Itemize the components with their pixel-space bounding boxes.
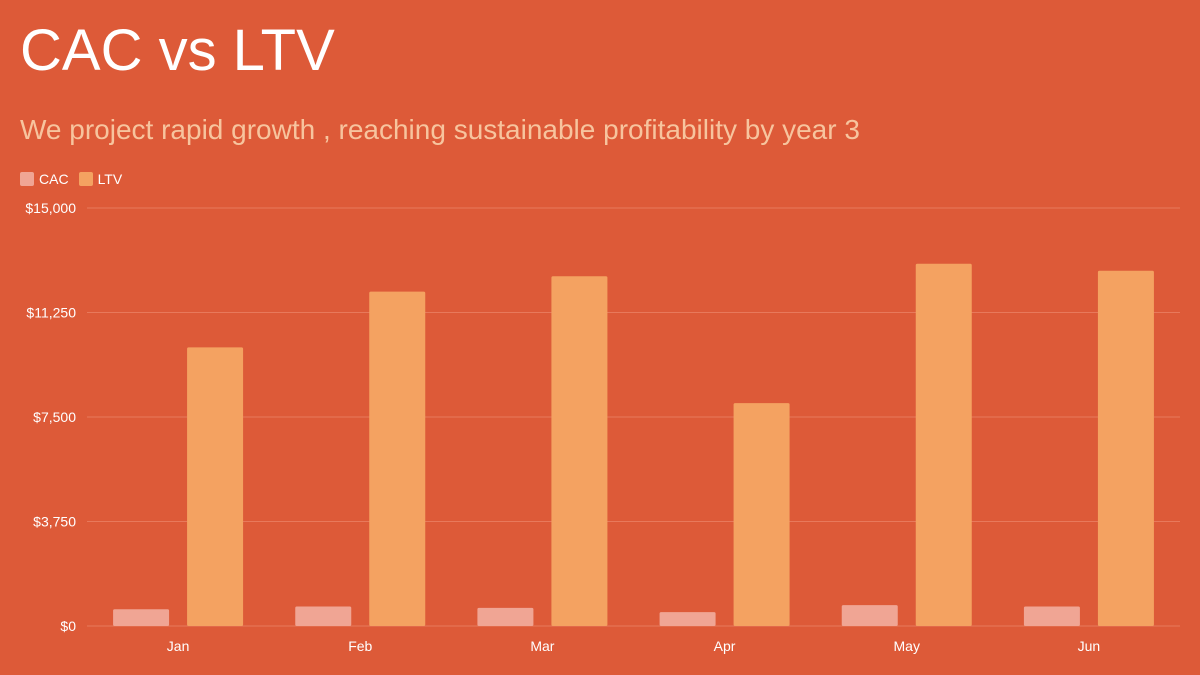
x-tick-label: Feb <box>348 638 372 654</box>
y-tick-label: $3,750 <box>33 514 76 530</box>
legend-label-ltv: LTV <box>97 171 123 187</box>
legend-label-cac: CAC <box>39 171 69 187</box>
y-tick-label: $15,000 <box>25 200 76 216</box>
x-tick-label: Mar <box>530 638 554 654</box>
x-tick-label: May <box>894 638 920 654</box>
legend-swatch-cac <box>20 172 34 186</box>
bar-cac-may <box>841 605 898 626</box>
bar-cac-mar <box>477 607 534 626</box>
legend-item-ltv: LTV <box>78 171 123 187</box>
legend: CAC LTV <box>20 171 124 187</box>
x-tick-label: Jan <box>167 638 190 654</box>
bar-cac-jan <box>113 609 170 626</box>
bar-ltv-jun <box>1097 270 1154 626</box>
chart-subtitle: We project rapid growth , reaching susta… <box>20 114 860 145</box>
legend-swatch-ltv <box>78 172 93 186</box>
y-tick-label: $0 <box>60 618 76 634</box>
chart-title: CAC vs LTV <box>20 18 335 83</box>
y-tick-label: $7,500 <box>33 409 76 425</box>
legend-item-cac: CAC <box>20 171 69 187</box>
bar-cac-jun <box>1023 606 1080 626</box>
bar-ltv-may <box>915 263 972 626</box>
x-tick-label: Apr <box>714 638 736 654</box>
bar-cac-feb <box>295 606 352 626</box>
bar-ltv-mar <box>551 276 608 626</box>
y-tick-label: $11,250 <box>26 305 76 321</box>
bar-cac-apr <box>659 612 716 626</box>
x-tick-label: Jun <box>1078 638 1101 654</box>
bar-ltv-feb <box>369 291 426 626</box>
bar-ltv-apr <box>733 403 790 626</box>
bar-ltv-jan <box>187 347 244 626</box>
